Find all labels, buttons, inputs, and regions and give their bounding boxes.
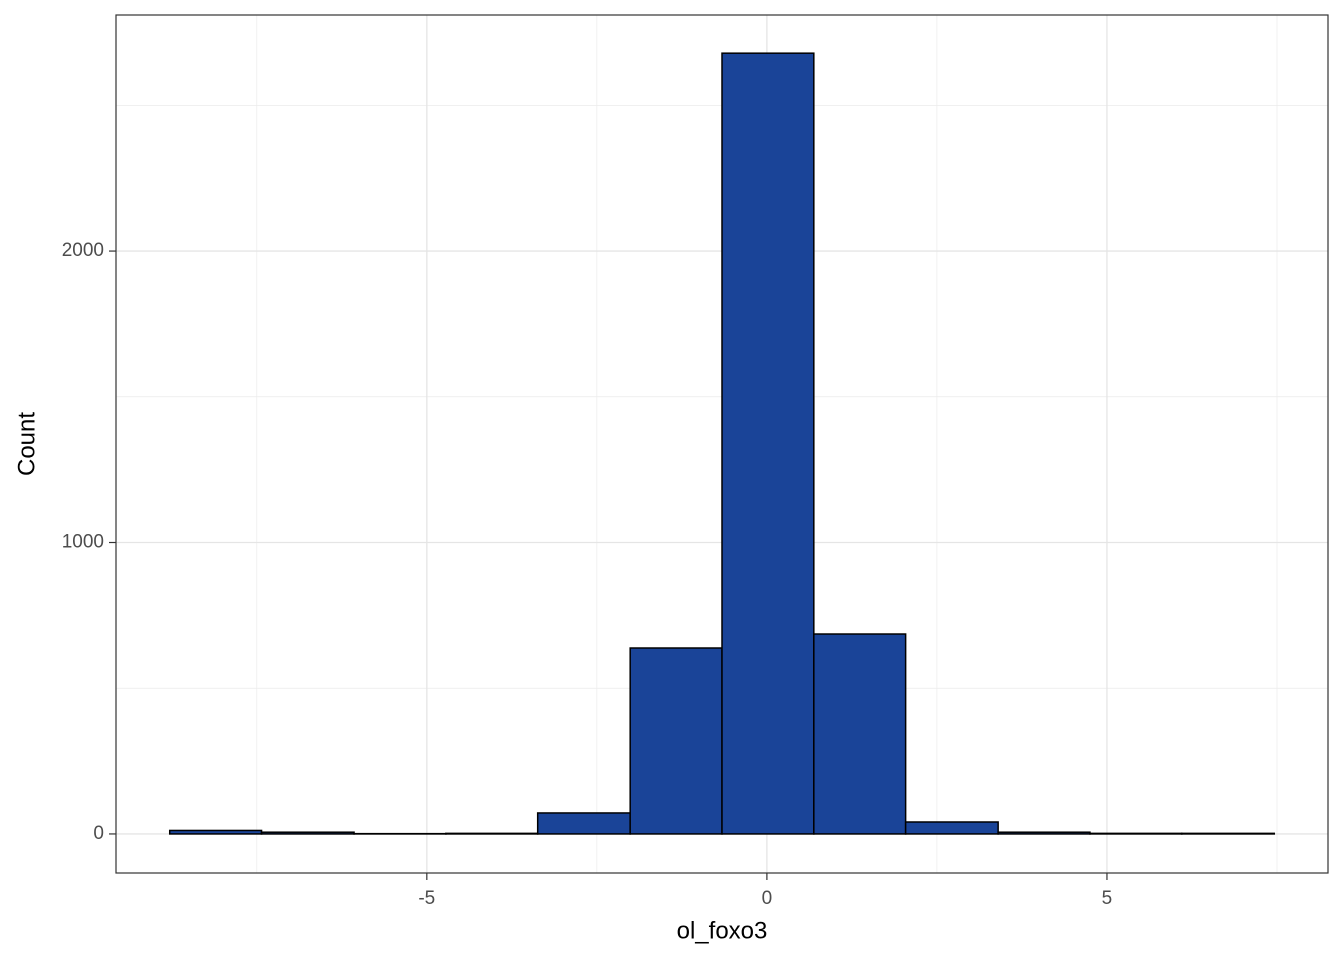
x-tick-label: 5 <box>1102 888 1113 909</box>
bar <box>1182 833 1274 834</box>
bar <box>538 813 630 834</box>
bar <box>906 822 998 834</box>
y-tick-label: 1000 <box>62 532 104 553</box>
bar <box>814 634 906 834</box>
y-tick-label: 2000 <box>62 240 104 261</box>
bar <box>446 833 538 834</box>
x-axis-label: ol_foxo3 <box>677 917 768 944</box>
bar <box>630 648 722 834</box>
bar <box>262 832 354 834</box>
bar <box>998 832 1090 834</box>
x-tick-label: 0 <box>762 888 773 909</box>
x-tick-label: -5 <box>418 888 435 909</box>
bar <box>170 830 262 833</box>
bar <box>1090 833 1182 834</box>
y-tick-label: 0 <box>93 823 104 844</box>
y-axis-label: Count <box>13 412 40 476</box>
bar <box>722 53 814 834</box>
